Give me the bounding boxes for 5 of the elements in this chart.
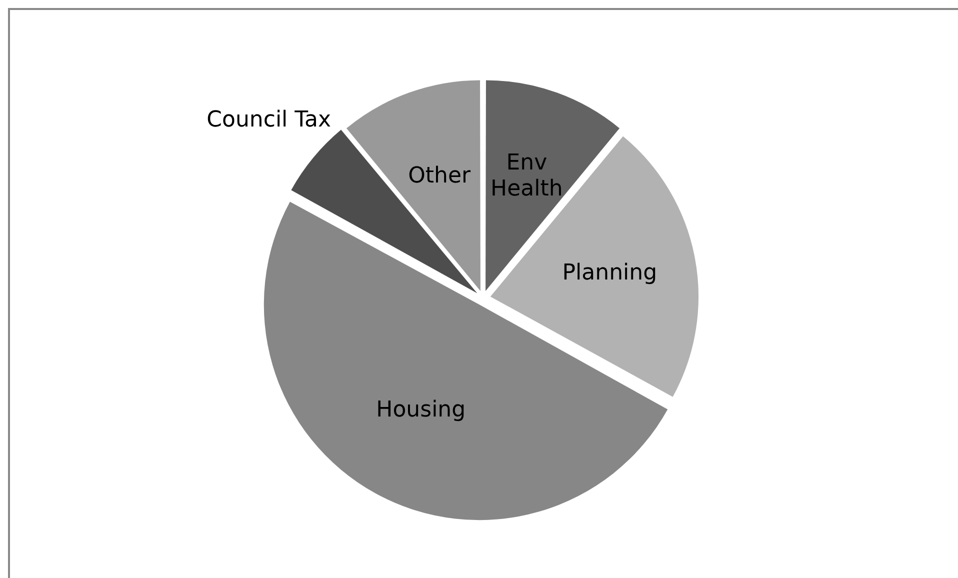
slice-label: Council Tax — [206, 108, 331, 133]
slice-label: Env Health — [490, 150, 563, 202]
slice-label: Planning — [562, 260, 658, 286]
slice-label: Housing — [376, 398, 466, 423]
slice-label: Other — [408, 163, 472, 188]
